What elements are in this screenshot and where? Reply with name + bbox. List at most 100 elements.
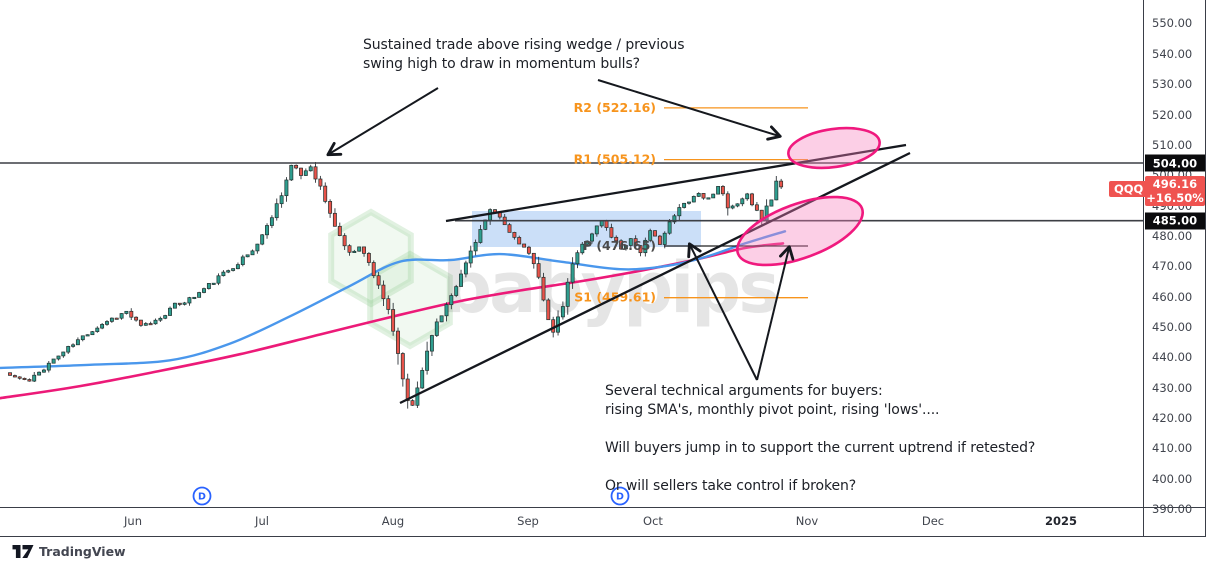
wedge-lower-trendline: [399, 151, 911, 405]
dividend-marker-label[interactable]: D: [616, 492, 624, 503]
candle-body: [570, 263, 575, 283]
candle-body: [725, 193, 730, 209]
candle-body: [580, 243, 585, 254]
candle-body: [425, 350, 430, 371]
candle-body: [100, 324, 105, 329]
candle-body: [517, 237, 522, 245]
candle-body: [172, 302, 177, 309]
candle-body: [604, 220, 609, 228]
candle-body: [667, 221, 672, 234]
month-label: Oct: [643, 514, 663, 528]
candle-body: [653, 230, 657, 237]
last-price-label: 496.16 +16.50%: [1145, 176, 1205, 206]
candle-body: [444, 304, 449, 317]
candle-body: [260, 234, 265, 245]
tradingview-attribution[interactable]: TradingView: [12, 544, 126, 559]
candle-body: [12, 375, 17, 378]
candle-body: [163, 315, 168, 319]
candle-body: [206, 283, 211, 289]
pivot-r2-label: R2 (522.16): [574, 100, 656, 115]
candle-body: [318, 178, 323, 187]
candle-body: [619, 240, 624, 250]
highlight-ellipse: [735, 195, 865, 267]
candle-body: [628, 238, 633, 246]
candle-body: [61, 351, 66, 357]
candle-body: [158, 317, 163, 321]
dividend-marker: [192, 486, 212, 506]
y-tick-label: 550.00: [1152, 16, 1193, 31]
candle-body: [463, 262, 468, 275]
candle-body: [265, 225, 269, 236]
month-label: Jul: [255, 514, 269, 528]
candle-body: [168, 307, 172, 316]
candle-body: [711, 193, 716, 199]
candle-body: [109, 317, 114, 322]
candle-body: [662, 232, 667, 245]
candle-body: [303, 170, 308, 176]
y-tick-label: 520.00: [1152, 107, 1193, 122]
candle-body: [124, 310, 129, 314]
candle-body: [202, 288, 206, 293]
y-tick-label: 450.00: [1152, 319, 1193, 334]
candle-body: [522, 243, 527, 248]
candle-body: [279, 195, 284, 205]
candle-body: [182, 302, 187, 305]
candle-body: [657, 235, 662, 245]
candle-body: [105, 321, 109, 325]
babypips-hexagon-icon: [328, 208, 414, 308]
candle-body: [8, 372, 12, 376]
last-price-change: +16.50%: [1146, 191, 1204, 205]
price-axis[interactable]: 504.00 485.00 550.00 540.00 530.00 520.00 510.…: [1144, 0, 1206, 536]
candle-body: [46, 362, 51, 371]
candle-body: [289, 164, 294, 181]
candle-body: [22, 377, 27, 380]
month-label: Nov: [795, 514, 819, 528]
candle-body: [66, 346, 71, 353]
candle-body: [391, 309, 396, 332]
candle-body: [119, 313, 124, 319]
candle-body: [531, 252, 536, 265]
note-buyers-arguments[interactable]: Several technical arguments for buyers: …: [605, 383, 1036, 494]
candle-body: [294, 164, 299, 169]
time-axis[interactable]: Jun Jul Aug Sep Oct Nov Dec 2025: [0, 508, 1206, 536]
pivot-p-label: P (476.65): [583, 238, 656, 253]
price-chart-pane[interactable]: babypips R2 (522.16) R1 (505.12) P (476.65…: [0, 0, 1143, 536]
candle-body: [735, 203, 740, 207]
candle-body: [51, 358, 56, 364]
candle-body: [526, 246, 531, 254]
dividend-marker-label[interactable]: D: [198, 492, 206, 503]
candle-body: [740, 198, 745, 205]
candle-body: [138, 319, 143, 326]
annotation-arrow: [326, 87, 439, 157]
candle-body: [420, 370, 425, 389]
symbol-ticker-label: QQQ: [1109, 181, 1149, 197]
candle-body: [32, 374, 37, 382]
candle-body: [560, 306, 565, 318]
y-tick-label: 390.00: [1152, 502, 1193, 516]
last-price-value: 496.16: [1152, 177, 1198, 191]
month-label: Dec: [921, 514, 945, 528]
candle-body: [274, 203, 279, 219]
candle-body: [371, 262, 376, 277]
candle-body: [221, 271, 226, 277]
candle-body: [313, 166, 318, 180]
tradingview-logo-text: TradingView: [39, 544, 126, 559]
candle-body: [323, 185, 328, 202]
candle-body: [308, 166, 313, 172]
candle-body: [226, 270, 231, 273]
candle-body: [609, 227, 614, 238]
annotation-arrow: [756, 245, 795, 381]
candle-body: [269, 217, 274, 226]
candle-body: [231, 268, 236, 271]
candle-body: [352, 250, 357, 253]
note-rising-wedge[interactable]: Sustained trade above rising wedge / pre…: [363, 37, 685, 72]
candle-body: [706, 197, 711, 200]
candle-body: [643, 239, 648, 254]
candle-body: [153, 319, 158, 325]
candle-body: [434, 321, 439, 336]
candle-body: [774, 180, 779, 201]
candle-body: [71, 344, 76, 347]
pane-right-border: [1205, 0, 1206, 536]
candle-body: [143, 323, 148, 326]
candle-body: [716, 186, 721, 195]
